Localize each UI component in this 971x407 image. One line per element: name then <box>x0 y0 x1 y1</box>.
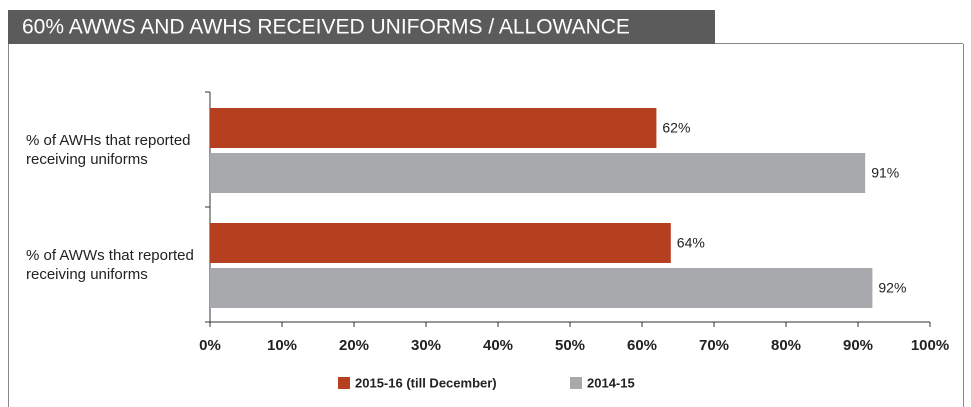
x-tick-label: 90% <box>843 337 873 354</box>
y-tick-label: % of AWHs that reported receiving unifor… <box>26 131 191 168</box>
bar <box>210 108 657 148</box>
x-tick-label: 100% <box>911 337 949 354</box>
value-label: 91% <box>871 165 899 181</box>
legend-swatch <box>570 377 582 389</box>
x-tick-label: 30% <box>411 337 441 354</box>
x-tick-label: 40% <box>483 337 513 354</box>
x-tick-label: 50% <box>555 337 585 354</box>
legend-label: 2015-16 (till December) <box>355 375 497 390</box>
x-tick-label: 10% <box>267 337 297 354</box>
x-tick-label: 80% <box>771 337 801 354</box>
x-tick-label: 60% <box>627 337 657 354</box>
y-tick-label: % of AWWs that reported receiving unifor… <box>26 246 194 283</box>
value-label: 62% <box>662 120 690 136</box>
bar <box>210 268 873 308</box>
legend-swatch <box>338 377 350 389</box>
value-label: 92% <box>878 280 906 296</box>
value-label: 64% <box>677 235 705 251</box>
bar <box>210 223 671 263</box>
x-tick-label: 70% <box>699 337 729 354</box>
legend-label: 2014-15 <box>587 375 635 390</box>
title-bar <box>8 10 715 44</box>
x-tick-label: 20% <box>339 337 369 354</box>
x-tick-label: 0% <box>199 337 221 354</box>
bar <box>210 153 866 193</box>
chart-title: 60% AWWS AND AWHS RECEIVED UNIFORMS / AL… <box>22 16 630 39</box>
